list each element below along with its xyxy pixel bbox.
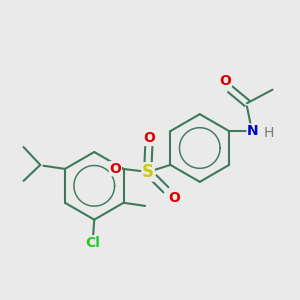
- Text: O: O: [168, 191, 180, 205]
- Text: O: O: [143, 131, 155, 146]
- Text: Cl: Cl: [85, 236, 100, 250]
- Text: N: N: [247, 124, 259, 138]
- Text: H: H: [264, 126, 274, 140]
- Text: O: O: [110, 162, 121, 176]
- Text: O: O: [219, 74, 231, 88]
- Text: S: S: [142, 163, 154, 181]
